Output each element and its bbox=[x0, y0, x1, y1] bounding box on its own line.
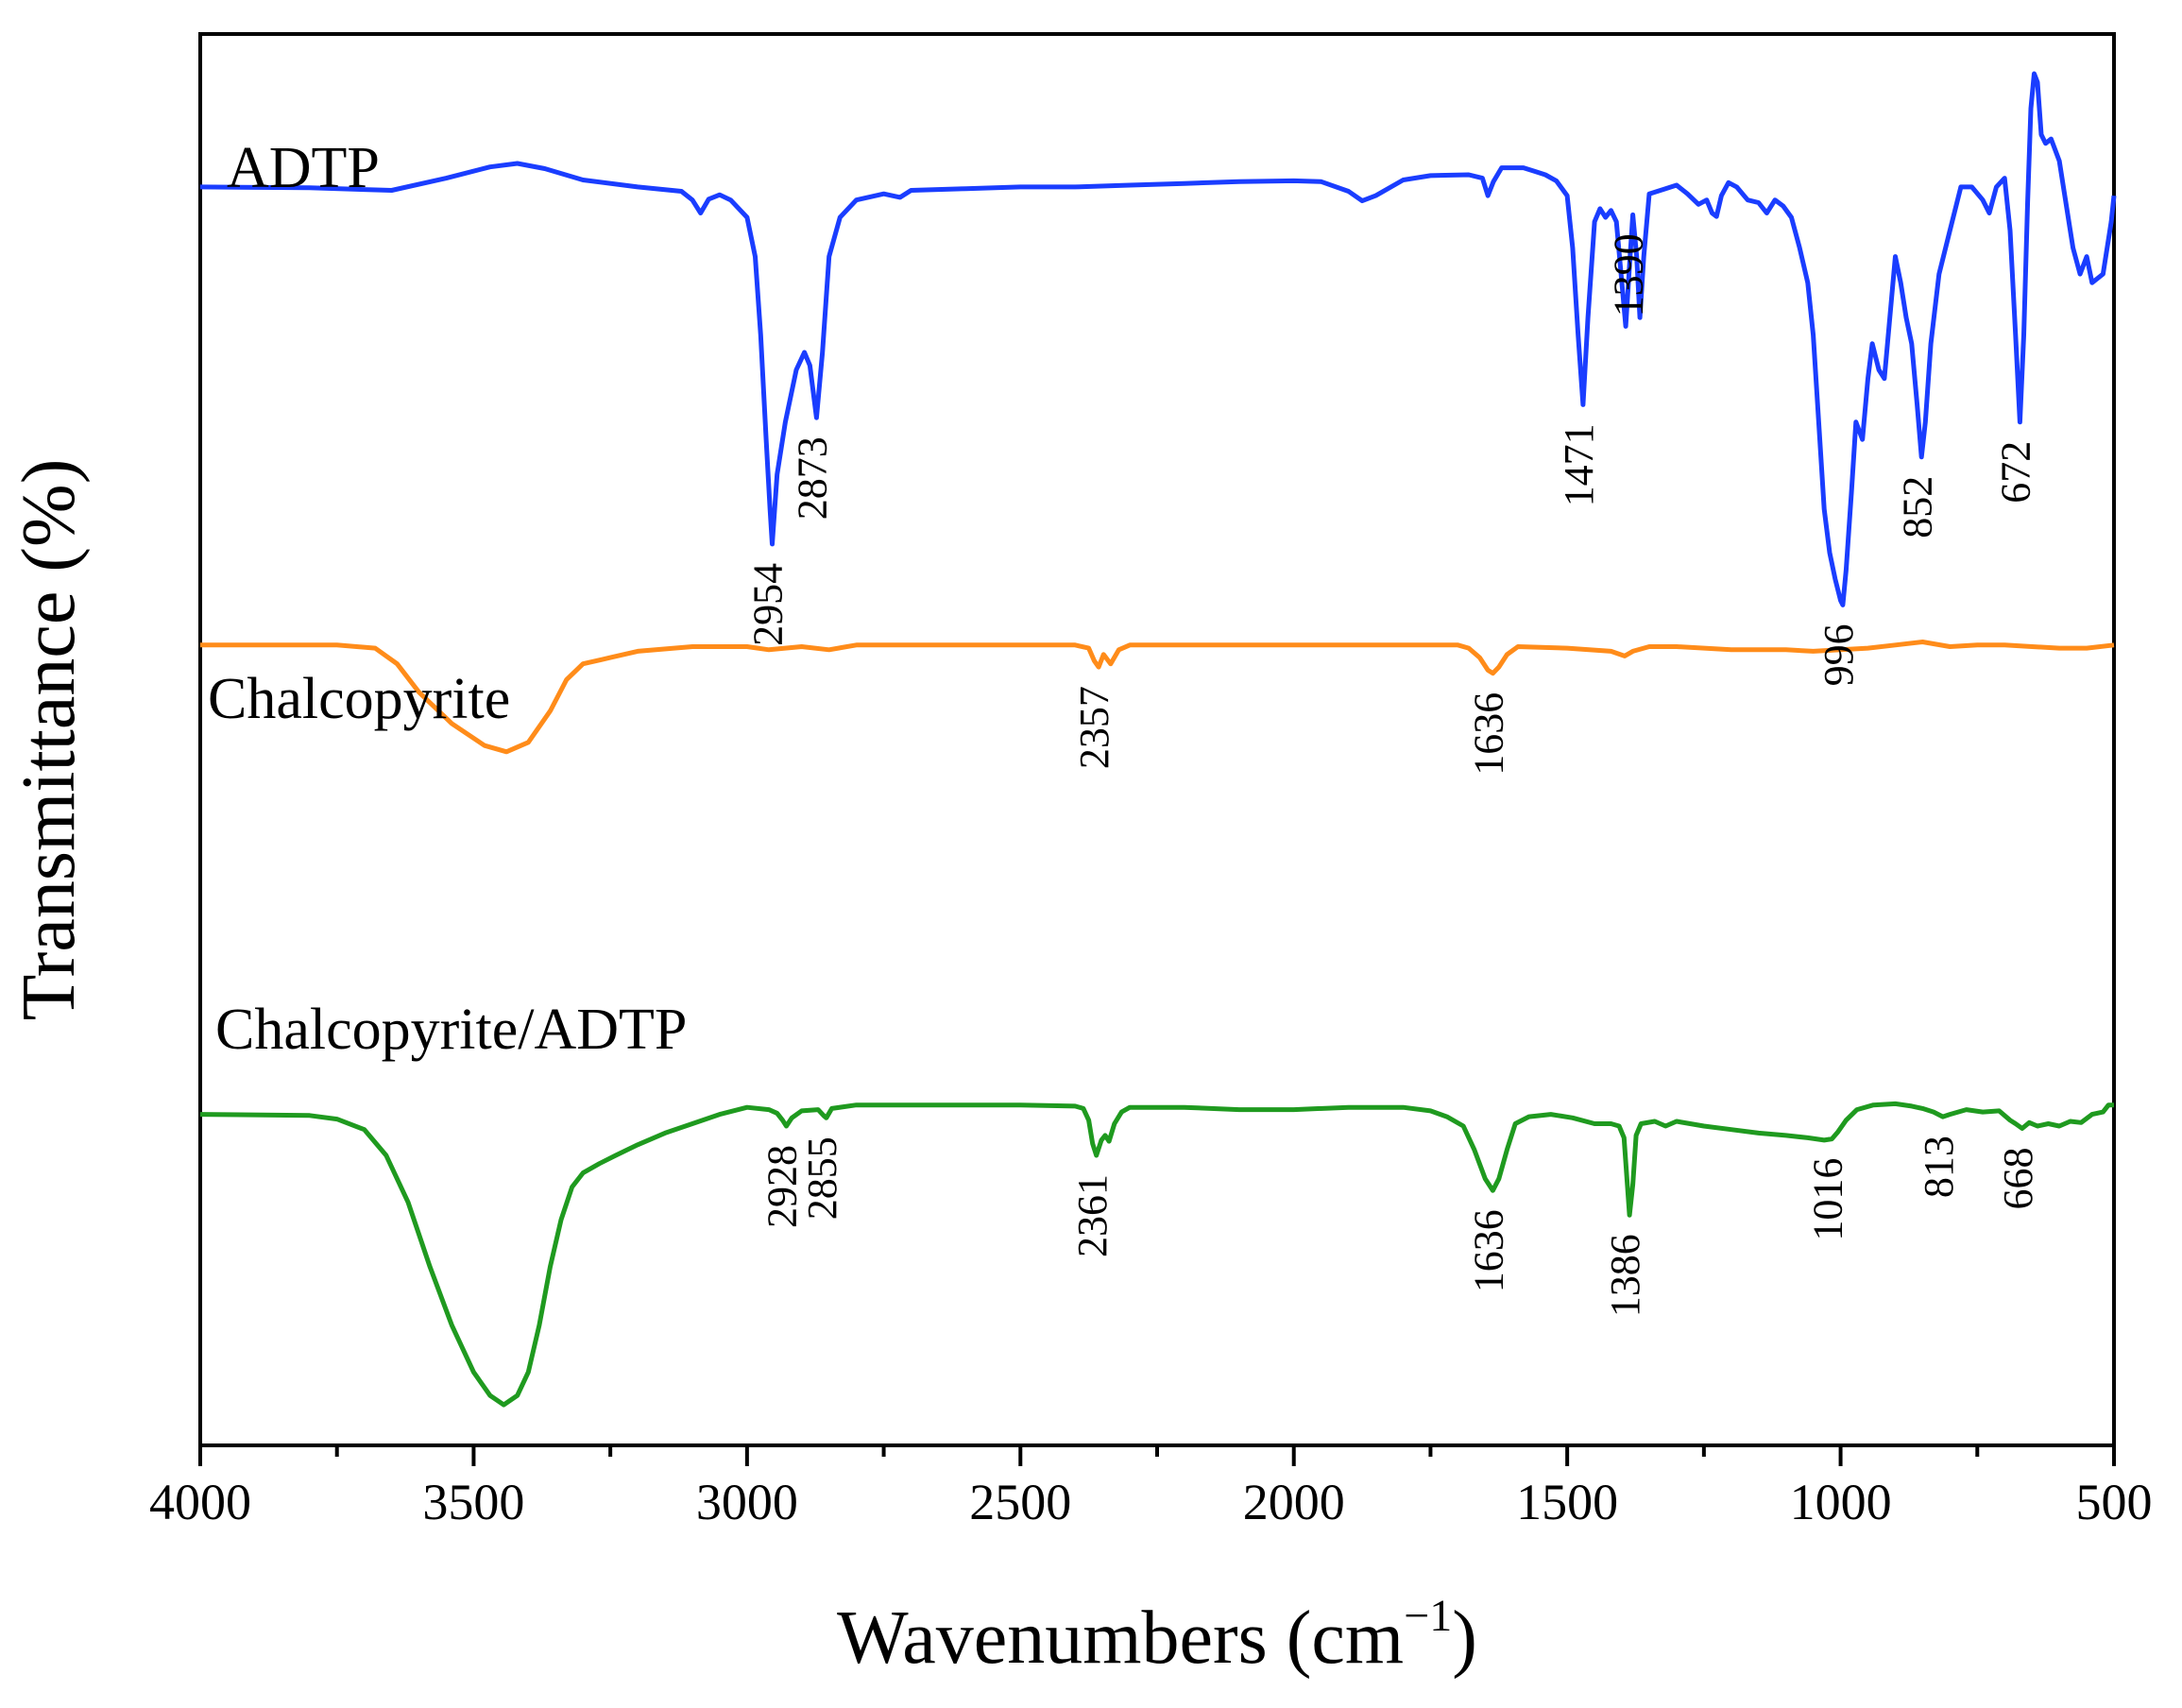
series-name-label: Chalcopyrite bbox=[208, 667, 510, 731]
x-axis-title: Wavenumbers (cm−1) bbox=[837, 1591, 1477, 1680]
peak-label: 1016 bbox=[1804, 1158, 1850, 1241]
series-line-adtp bbox=[199, 71, 2117, 607]
peak-label: 996 bbox=[1815, 623, 1862, 686]
series-name-label: Chalcopyrite/ADTP bbox=[215, 998, 687, 1062]
peak-label: 1386 bbox=[1602, 1234, 1648, 1317]
series-layer bbox=[199, 71, 2117, 1408]
y-axis-title: Transmittance (%) bbox=[8, 459, 91, 1021]
x-axis-title-close: ) bbox=[1452, 1597, 1477, 1680]
peak-label: 2873 bbox=[789, 436, 835, 520]
series-line-chalcopyrite-adtp bbox=[199, 1101, 2114, 1408]
series-name-label: ADTP bbox=[227, 136, 380, 200]
peak-label: 2361 bbox=[1069, 1174, 1116, 1257]
peak-label: 1636 bbox=[1465, 692, 1511, 776]
peak-label: 2928 bbox=[759, 1145, 806, 1228]
x-axis-title-main: Wavenumbers (cm bbox=[837, 1597, 1404, 1680]
x-tick-label: 1000 bbox=[1790, 1474, 1892, 1530]
x-tick-label: 2500 bbox=[969, 1474, 1071, 1530]
peak-label: 668 bbox=[1995, 1148, 2041, 1210]
labels-layer: ADTP Chalcopyrite Chalcopyrite/ADTP 2954 287… bbox=[208, 136, 2041, 1317]
x-tick-label: 4000 bbox=[149, 1474, 251, 1530]
x-tick-label: 3500 bbox=[422, 1474, 524, 1530]
x-tick-label: 2000 bbox=[1243, 1474, 1345, 1530]
x-axis-title-superscript: −1 bbox=[1404, 1591, 1452, 1641]
x-tick-label: 1500 bbox=[1516, 1474, 1618, 1530]
x-axis-ticks: 4000 3500 3000 2500 2000 1500 1000 500 bbox=[149, 1445, 2153, 1530]
series-line-chalcopyrite bbox=[200, 640, 2115, 755]
x-tick-label: 500 bbox=[2076, 1474, 2153, 1530]
x-tick-label: 3000 bbox=[696, 1474, 798, 1530]
peak-label: 2357 bbox=[1071, 686, 1117, 769]
peak-label: 1636 bbox=[1465, 1209, 1511, 1292]
peak-label: 813 bbox=[1916, 1136, 1962, 1198]
peak-label: 1471 bbox=[1556, 423, 1602, 506]
peak-label: 2855 bbox=[799, 1136, 845, 1220]
peak-label: 1390 bbox=[1606, 233, 1652, 316]
peak-label: 672 bbox=[1992, 441, 2038, 504]
peak-label: 852 bbox=[1894, 476, 1940, 538]
peak-label: 2954 bbox=[745, 563, 792, 646]
